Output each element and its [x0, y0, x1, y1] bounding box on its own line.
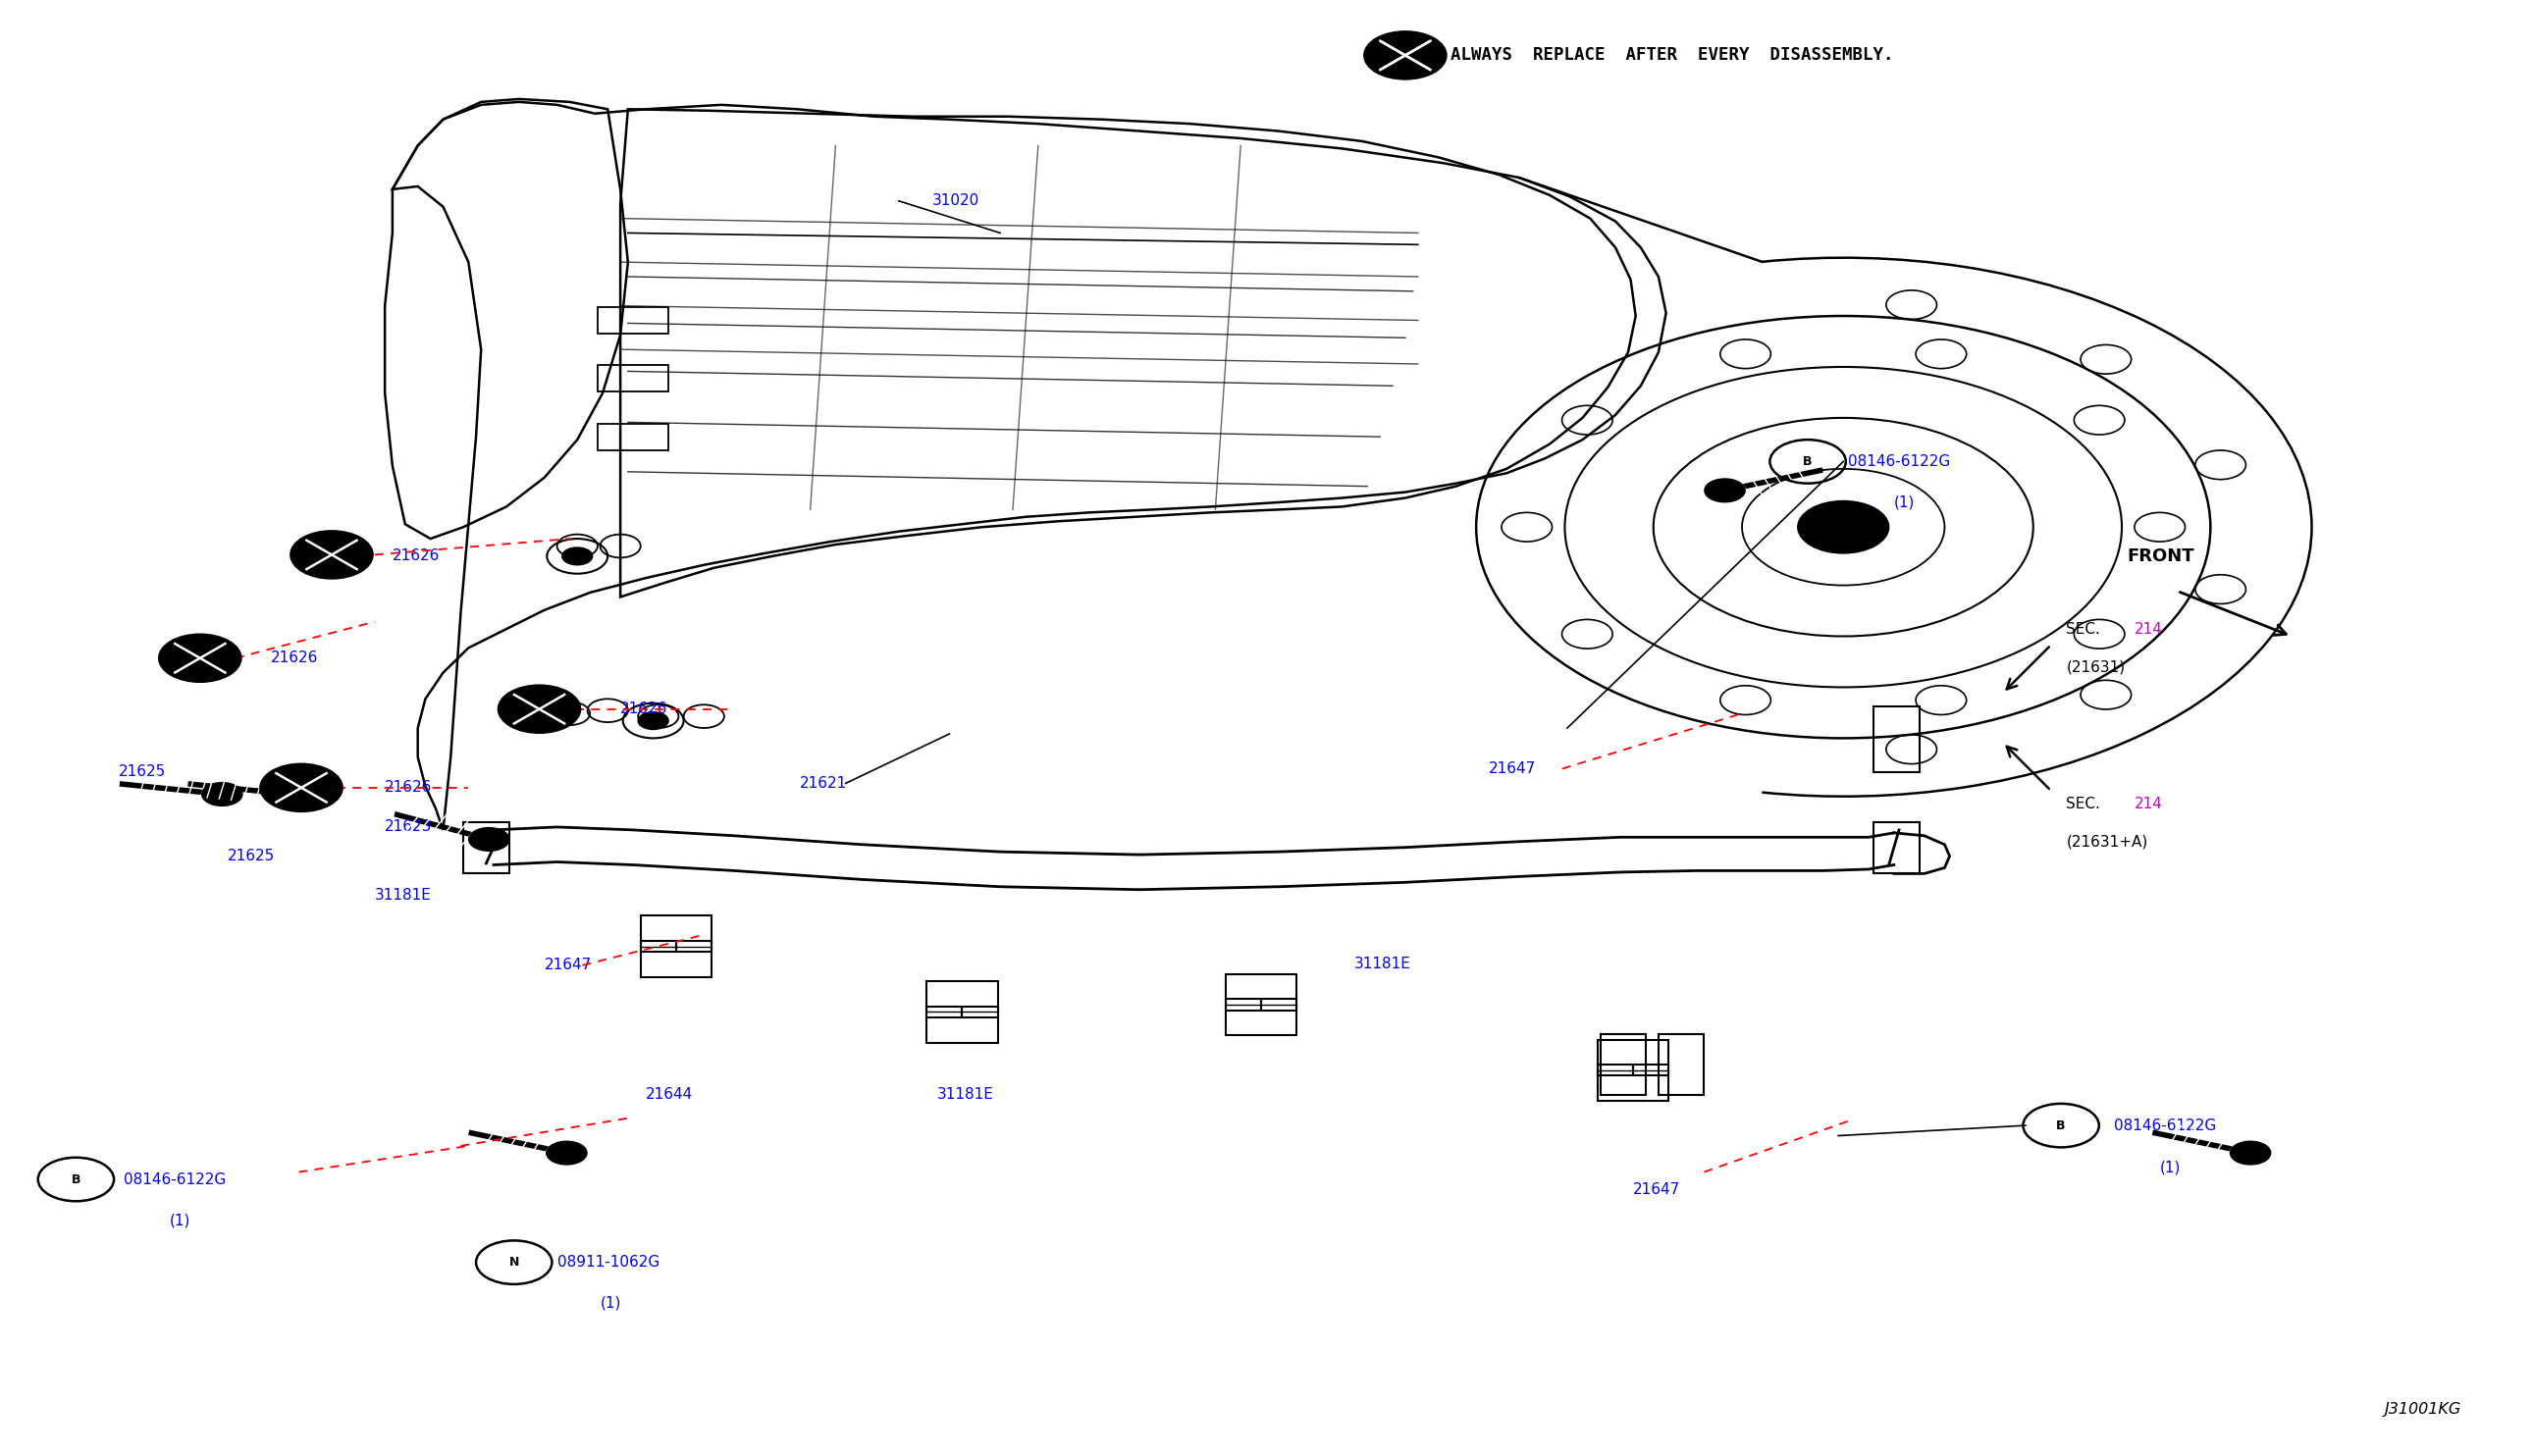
- Text: 21647: 21647: [1489, 761, 1537, 776]
- Circle shape: [1798, 501, 1889, 553]
- Text: (21631): (21631): [2066, 660, 2124, 674]
- Bar: [641, 941, 676, 952]
- Bar: [1225, 974, 1296, 1035]
- Bar: [962, 1006, 998, 1018]
- Text: SEC.: SEC.: [2066, 622, 2102, 636]
- Text: (1): (1): [2160, 1160, 2180, 1175]
- Text: 08911-1062G: 08911-1062G: [557, 1255, 658, 1270]
- Text: 31181E: 31181E: [1355, 957, 1410, 971]
- Bar: [1658, 1034, 1704, 1095]
- Text: 21647: 21647: [544, 958, 592, 973]
- Text: 08146-6122G: 08146-6122G: [124, 1172, 225, 1187]
- Bar: [598, 365, 668, 392]
- Text: 21625: 21625: [119, 764, 167, 779]
- Text: 21626: 21626: [385, 780, 433, 795]
- Bar: [927, 1006, 962, 1018]
- Circle shape: [271, 782, 311, 805]
- Text: 21647: 21647: [1633, 1182, 1681, 1197]
- Text: 21621: 21621: [800, 776, 848, 791]
- Text: 21626: 21626: [620, 702, 668, 716]
- Text: ALWAYS  REPLACE  AFTER  EVERY  DISASSEMBLY.: ALWAYS REPLACE AFTER EVERY DISASSEMBLY.: [1451, 47, 1894, 64]
- Bar: [1874, 823, 1919, 874]
- Bar: [463, 823, 509, 874]
- Text: SEC.: SEC.: [2066, 796, 2102, 811]
- Text: B: B: [2056, 1120, 2066, 1131]
- Bar: [641, 916, 711, 977]
- Bar: [1225, 999, 1261, 1010]
- Circle shape: [291, 531, 372, 578]
- Text: 214: 214: [2134, 622, 2162, 636]
- Circle shape: [638, 712, 668, 729]
- Circle shape: [468, 827, 509, 850]
- Text: (1): (1): [1894, 495, 1914, 510]
- Circle shape: [547, 1142, 587, 1165]
- Text: 21625: 21625: [228, 849, 276, 863]
- Bar: [1600, 1034, 1646, 1095]
- Text: 08146-6122G: 08146-6122G: [2114, 1118, 2216, 1133]
- Text: 21626: 21626: [392, 549, 441, 563]
- Circle shape: [1365, 32, 1446, 79]
- Circle shape: [562, 547, 592, 565]
- Circle shape: [2231, 1142, 2271, 1165]
- Bar: [598, 424, 668, 450]
- Text: 21644: 21644: [646, 1088, 694, 1102]
- Text: 31020: 31020: [932, 194, 980, 208]
- Text: J31001KG: J31001KG: [2385, 1402, 2461, 1417]
- Text: 31181E: 31181E: [937, 1088, 993, 1102]
- Text: 21623: 21623: [385, 820, 433, 834]
- Text: N: N: [509, 1257, 519, 1268]
- Bar: [1598, 1040, 1669, 1101]
- Text: (1): (1): [600, 1296, 620, 1310]
- Circle shape: [1704, 479, 1745, 502]
- Text: (1): (1): [170, 1213, 190, 1227]
- Text: FRONT: FRONT: [2127, 547, 2195, 565]
- Text: 08146-6122G: 08146-6122G: [1848, 454, 1950, 469]
- Text: (21631+A): (21631+A): [2066, 834, 2147, 849]
- Circle shape: [499, 686, 580, 732]
- Circle shape: [261, 764, 342, 811]
- Text: 214: 214: [2134, 796, 2162, 811]
- Bar: [1874, 706, 1919, 772]
- Text: 21626: 21626: [271, 651, 319, 665]
- Circle shape: [203, 782, 243, 805]
- Bar: [1633, 1064, 1669, 1076]
- Circle shape: [160, 635, 241, 681]
- Bar: [927, 981, 998, 1042]
- Text: B: B: [71, 1174, 81, 1185]
- Text: 31181E: 31181E: [375, 888, 430, 903]
- Bar: [598, 307, 668, 333]
- Bar: [1261, 999, 1296, 1010]
- Bar: [1598, 1064, 1633, 1076]
- Bar: [676, 941, 711, 952]
- Circle shape: [1367, 33, 1443, 77]
- Text: B: B: [1803, 456, 1813, 467]
